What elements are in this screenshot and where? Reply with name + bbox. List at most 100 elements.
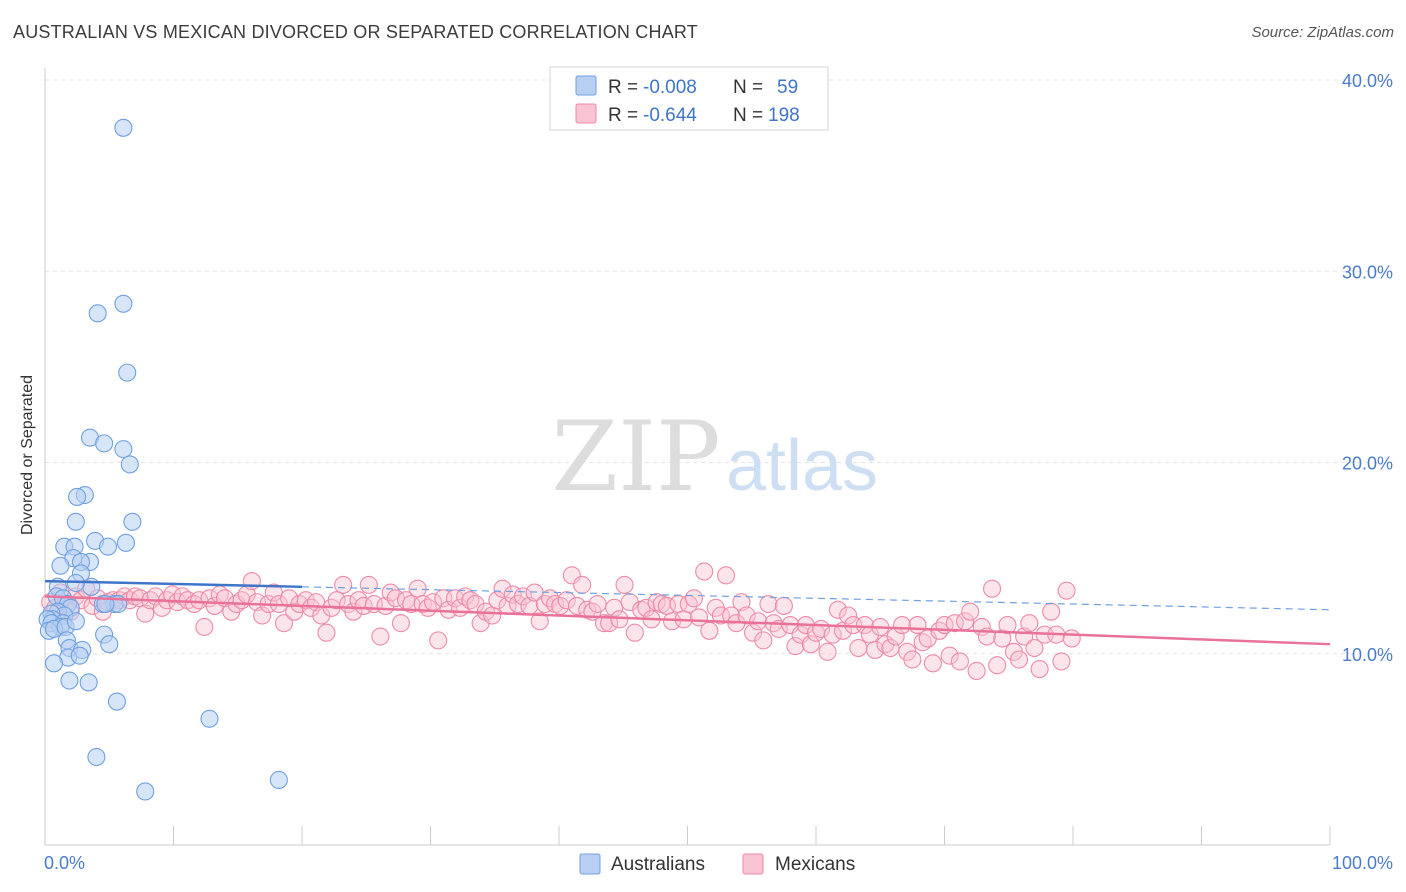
x-tick-label: 100.0%	[1332, 853, 1393, 873]
mexican-point	[700, 621, 719, 640]
australian-point	[200, 709, 219, 728]
mexican-point	[557, 591, 576, 610]
mexican-point	[637, 598, 656, 617]
legend-swatch-mexicans	[575, 103, 597, 124]
australian-point	[70, 646, 89, 665]
mexican-point	[818, 642, 837, 661]
mexican-point	[1057, 581, 1076, 600]
mexican-point	[839, 606, 858, 625]
mexican-point	[1009, 650, 1029, 669]
mexican-point	[1042, 602, 1061, 621]
chart-title: AUSTRALIAN VS MEXICAN DIVORCED OR SEPARA…	[13, 22, 698, 42]
mexican-point	[684, 589, 703, 608]
mexican-point	[967, 661, 986, 681]
mexican-point	[1020, 614, 1039, 633]
mexican-point	[743, 623, 763, 642]
trend-lines	[44, 579, 1331, 646]
legend-r-label-australians: R =	[608, 77, 638, 98]
legend-swatch-australians	[575, 75, 597, 96]
watermark: ZIP atlas	[551, 401, 878, 513]
mexican-point	[749, 612, 768, 631]
australian-point	[136, 782, 155, 801]
australian-point	[118, 363, 137, 382]
australian-point	[51, 556, 70, 575]
bottom-legend-swatch-mexicans[interactable]	[742, 853, 764, 875]
mexican-point	[1025, 638, 1044, 658]
legend-r-label-mexicans: R =	[608, 105, 638, 126]
mexican-point	[998, 616, 1017, 635]
legend-r-value-australians: -0.008	[643, 77, 697, 98]
mexican-point	[711, 606, 730, 625]
australian-point	[87, 747, 106, 767]
mexican-point	[893, 616, 912, 635]
bottom-legend-label-australians[interactable]: Australians	[611, 854, 705, 875]
australian-point	[114, 118, 133, 137]
australian-point	[269, 770, 288, 790]
mexican-point	[881, 638, 900, 658]
australian-point	[44, 654, 64, 673]
mexican-point	[136, 604, 155, 623]
australian-point	[116, 533, 136, 552]
mexican-point	[418, 598, 437, 617]
mexican-point	[359, 575, 378, 594]
mexican-point	[993, 629, 1012, 648]
mexican-point	[732, 593, 751, 612]
australian-point	[98, 537, 118, 556]
mexican-point	[530, 612, 549, 631]
mexicans-trend-line	[44, 595, 1331, 646]
watermark-zip: ZIP	[551, 401, 720, 513]
grid-lines	[45, 79, 1392, 655]
legend-n-value-mexicans: 198	[768, 105, 800, 126]
mexican-point	[615, 575, 634, 594]
bottom-legend-label-mexicans[interactable]: Mexicans	[775, 854, 855, 875]
mexican-point	[610, 610, 629, 629]
australian-point	[66, 612, 85, 631]
legend-n-label-australians: N =	[733, 77, 763, 98]
mexican-point	[849, 638, 868, 658]
mexican-point	[923, 654, 942, 673]
mexican-point	[828, 600, 847, 619]
australian-point	[123, 512, 142, 531]
australians-points	[38, 118, 288, 801]
mexican-point	[754, 631, 773, 650]
bottom-legend-swatch-australians[interactable]	[579, 853, 601, 875]
australian-point	[68, 487, 87, 506]
mexican-point	[625, 623, 644, 642]
mexican-point	[950, 652, 969, 671]
mexican-point	[903, 650, 922, 669]
mexican-point	[982, 579, 1002, 598]
mexican-point	[988, 656, 1007, 675]
y-tick-label: 10.0%	[1342, 645, 1393, 665]
legend-n-value-australians: 59	[777, 77, 798, 98]
mexican-point	[737, 606, 756, 625]
mexican-point	[493, 579, 512, 598]
mexican-point	[247, 593, 267, 612]
mexican-point	[573, 575, 592, 594]
x-tick-label: 0.0%	[44, 853, 85, 873]
series-legend: Australians Mexicans	[579, 853, 855, 875]
mexican-point	[774, 596, 793, 615]
australians-trend-extension	[301, 586, 1331, 611]
mexicans-points	[41, 562, 1081, 681]
mexican-point	[327, 591, 346, 610]
mexican-point	[866, 640, 885, 659]
australian-point	[114, 440, 133, 459]
australian-point	[107, 692, 127, 711]
mexican-point	[588, 594, 607, 614]
mexican-point	[439, 600, 458, 619]
stats-legend: R = -0.008 N = 59 R = -0.644 N = 198	[549, 66, 829, 131]
australian-point	[114, 294, 133, 313]
mexican-point	[195, 617, 214, 637]
mexican-point	[274, 614, 294, 633]
mexican-point	[1052, 652, 1071, 671]
mexican-point	[716, 566, 736, 585]
mexican-point	[786, 637, 805, 656]
mexican-point	[801, 635, 820, 654]
mexican-point	[317, 623, 336, 642]
legend-n-label-mexicans: N =	[733, 105, 763, 126]
mexican-point	[940, 646, 959, 665]
watermark-atlas: atlas	[726, 426, 878, 506]
axes	[44, 68, 1331, 846]
mexican-point	[253, 606, 272, 625]
